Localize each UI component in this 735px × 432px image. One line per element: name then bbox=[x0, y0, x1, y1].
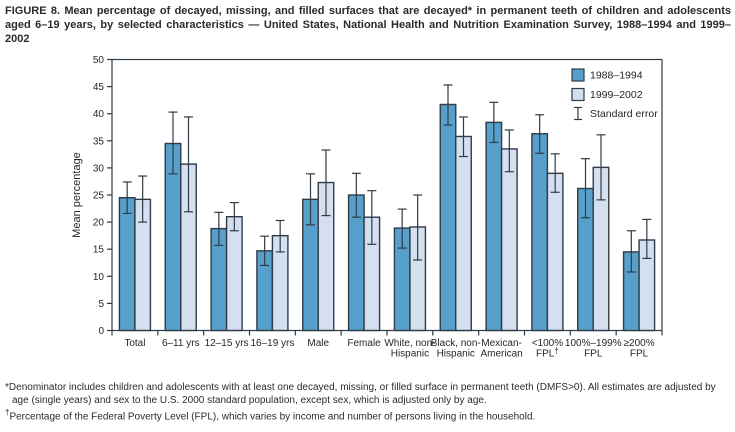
x-category-label: 16–19 yrs bbox=[250, 338, 294, 349]
legend-label: 1988–1994 bbox=[590, 70, 643, 82]
x-category-label: ≥200% bbox=[624, 338, 655, 349]
footnote-text: Percentage of the Federal Poverty Level … bbox=[9, 411, 536, 423]
y-tick-label: 40 bbox=[93, 109, 105, 120]
y-tick-label: 50 bbox=[93, 55, 105, 66]
x-category-label: FPL bbox=[630, 349, 649, 360]
x-category-label: Total bbox=[124, 338, 145, 349]
x-category-label: White, non- bbox=[384, 338, 435, 349]
footnote-text: Denominator includes children and adoles… bbox=[8, 382, 716, 406]
legend-swatch-1988–1994 bbox=[571, 68, 585, 82]
bar-1988–1994-<100% bbox=[531, 133, 549, 332]
y-tick-label: 20 bbox=[93, 218, 105, 229]
footnote-denominator: *Denominator includes children and adole… bbox=[5, 382, 732, 407]
bar-1999–2002-Mexican- bbox=[500, 148, 518, 332]
x-category-label: 100%–199% bbox=[565, 338, 622, 349]
legend-label: 1999–2002 bbox=[590, 89, 643, 101]
bar-1999–2002-<100% bbox=[546, 172, 564, 332]
legend-label: Standard error bbox=[590, 108, 658, 120]
footnote-marker: † bbox=[5, 408, 10, 417]
legend-swatch-1999–2002 bbox=[571, 87, 585, 102]
y-tick-label: 35 bbox=[93, 136, 105, 147]
x-category-label: FPL† bbox=[536, 347, 559, 360]
bar-1988–1994-Total bbox=[118, 197, 136, 332]
x-category-label: FPL bbox=[584, 349, 603, 360]
bar-1988–1994-Black, non- bbox=[439, 103, 457, 332]
y-tick-label: 5 bbox=[98, 299, 104, 310]
footnote-marker: * bbox=[5, 382, 9, 393]
figure-title: FIGURE 8. Mean percentage of decayed, mi… bbox=[5, 5, 731, 45]
x-category-label: Hispanic bbox=[391, 349, 429, 360]
y-axis-title: Mean percentage bbox=[71, 152, 83, 238]
x-category-label: Male bbox=[307, 338, 329, 349]
bar-1999–2002-12–15 yrs bbox=[225, 215, 243, 332]
x-category-label: <100% bbox=[532, 338, 564, 349]
y-tick-label: 15 bbox=[93, 245, 105, 256]
bar-chart: 0 5 10 15 20 25 30 35 40 45 50 Total 6–11 yrs 12–15 y… bbox=[71, 55, 663, 360]
figure-footnotes: *Denominator includes children and adole… bbox=[5, 382, 732, 424]
y-tick-label: 25 bbox=[93, 191, 105, 202]
y-tick-label: 10 bbox=[93, 272, 105, 283]
y-tick-label: 30 bbox=[93, 163, 105, 174]
x-category-label: Hispanic bbox=[437, 349, 475, 360]
footnote-fpl: †Percentage of the Federal Poverty Level… bbox=[5, 407, 732, 424]
bar-1988–1994-Mexican- bbox=[485, 121, 503, 332]
bar-1999–2002-Black, non- bbox=[455, 135, 472, 332]
x-category-label: 6–11 yrs bbox=[162, 338, 200, 349]
x-category-label: Mexican- bbox=[481, 338, 522, 349]
y-tick-label: 0 bbox=[98, 326, 104, 337]
x-category-label: Black, non- bbox=[431, 338, 481, 349]
x-category-label: American bbox=[480, 349, 522, 360]
x-category-label: Female bbox=[347, 338, 381, 349]
x-category-label: 12–15 yrs bbox=[205, 338, 249, 349]
y-tick-label: 45 bbox=[93, 82, 105, 93]
